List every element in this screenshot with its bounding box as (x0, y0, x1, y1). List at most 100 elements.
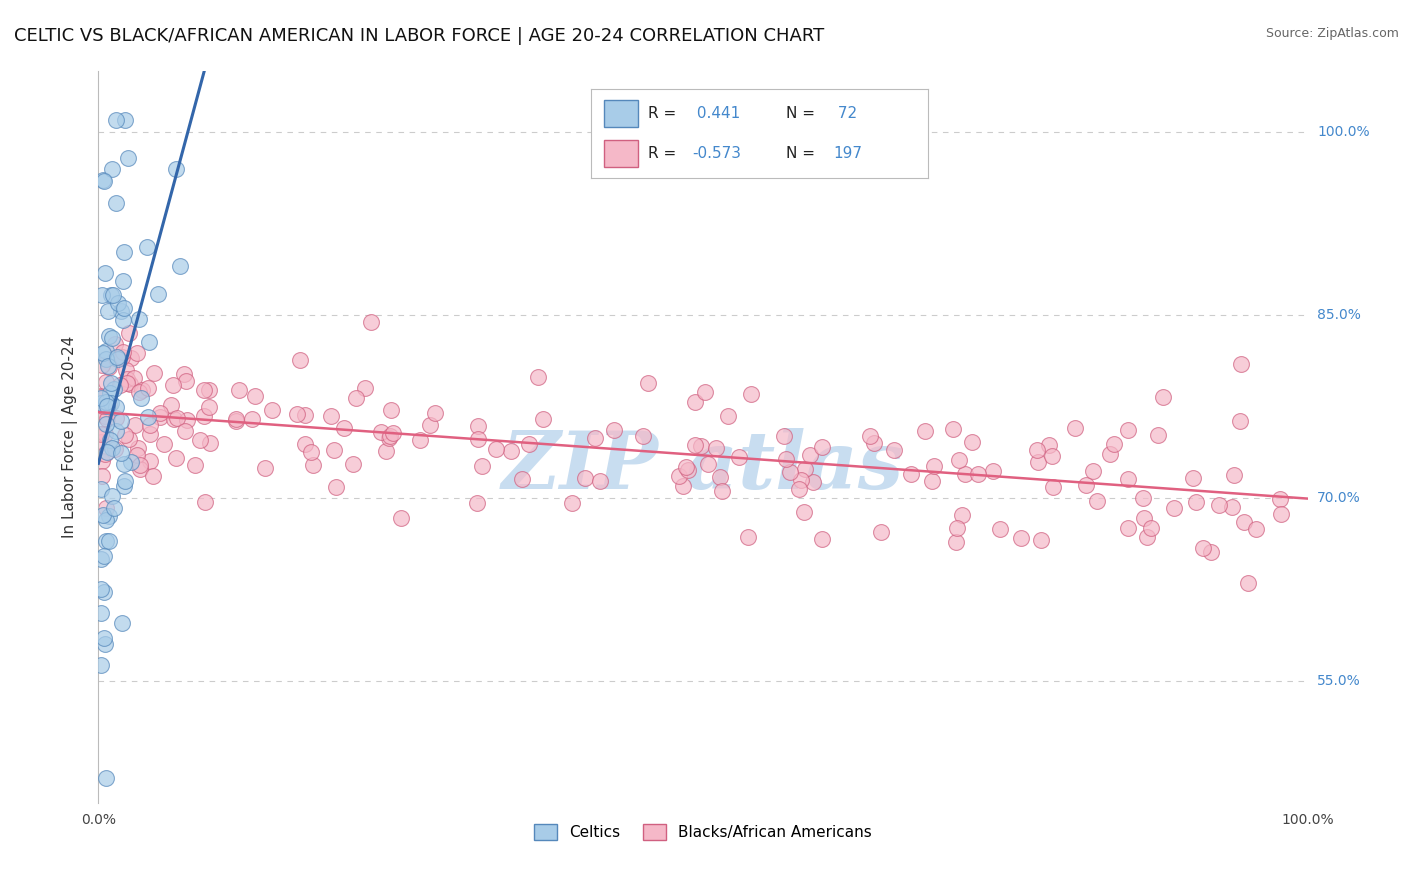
Point (94, 427, 117, 442)
Point (706, 441, 728, 455)
Point (112, 457, 135, 471)
Text: 72: 72 (834, 106, 858, 120)
Point (194, 495, 217, 509)
Point (1136, 530, 1159, 544)
Point (96, 375, 118, 389)
Point (90, 582, 112, 596)
Point (382, 425, 405, 440)
Point (948, 453, 970, 467)
Point (589, 475, 612, 489)
Point (128, 311, 150, 326)
Point (100, 288, 122, 302)
Point (90, 453, 112, 467)
Point (136, 381, 159, 395)
Point (510, 472, 533, 486)
Point (97, 533, 120, 548)
Point (110, 446, 132, 460)
Point (105, 350, 128, 364)
Point (104, 351, 127, 365)
Point (93, 585, 115, 599)
Point (131, 383, 153, 397)
Point (91, 346, 114, 360)
Point (104, 424, 127, 438)
Point (253, 461, 276, 475)
Point (117, 151, 139, 165)
Text: -0.573: -0.573 (692, 146, 741, 161)
Point (104, 410, 127, 425)
Point (142, 468, 165, 483)
Point (93, 631, 115, 645)
Bar (605, 140, 638, 167)
Point (603, 423, 626, 437)
Point (225, 414, 247, 428)
Point (302, 458, 325, 472)
Point (93, 508, 115, 522)
Point (517, 437, 540, 451)
Point (94, 266, 117, 280)
Point (122, 370, 145, 384)
Point (811, 533, 834, 547)
Point (1147, 427, 1170, 442)
Point (111, 350, 134, 364)
Point (173, 425, 195, 439)
Point (1028, 455, 1050, 469)
Point (139, 418, 162, 433)
Point (110, 414, 132, 428)
Point (672, 478, 695, 492)
Point (1268, 492, 1291, 507)
Point (1191, 541, 1213, 555)
Point (93, 173, 115, 187)
Point (378, 431, 401, 445)
Point (96, 772, 118, 786)
Point (1116, 521, 1139, 535)
Point (243, 389, 266, 403)
Point (184, 458, 207, 473)
Point (285, 407, 308, 421)
Text: ZIP atlas: ZIP atlas (502, 427, 904, 505)
Point (953, 467, 976, 482)
Point (111, 274, 134, 288)
Point (93, 446, 115, 460)
Text: 55.0%: 55.0% (1317, 673, 1361, 688)
Point (97, 329, 120, 343)
Point (94, 500, 117, 515)
Point (1116, 423, 1139, 437)
Point (114, 475, 136, 489)
Point (1076, 478, 1098, 492)
Point (467, 419, 489, 434)
Point (1237, 576, 1260, 591)
Point (740, 387, 762, 401)
Point (1270, 508, 1292, 522)
Point (97, 359, 120, 374)
Point (112, 301, 135, 315)
Point (1208, 498, 1230, 512)
Point (262, 403, 284, 417)
Point (90, 359, 112, 373)
Point (900, 467, 922, 481)
Point (98, 386, 121, 401)
Point (561, 495, 583, 509)
Point (1133, 511, 1156, 525)
Point (110, 304, 132, 318)
Point (103, 382, 125, 396)
Point (240, 412, 263, 426)
Point (108, 377, 131, 392)
Point (127, 448, 149, 462)
Point (228, 383, 250, 397)
Point (98, 508, 121, 523)
Point (107, 296, 129, 310)
Point (124, 417, 146, 432)
Point (342, 457, 364, 471)
Point (120, 376, 142, 391)
Point (299, 445, 322, 459)
Point (149, 410, 172, 425)
Point (96, 412, 118, 426)
Point (94, 343, 117, 358)
Point (637, 376, 659, 391)
Point (1185, 495, 1208, 509)
Point (90, 482, 112, 496)
Point (333, 421, 356, 435)
Point (89, 389, 111, 403)
Point (737, 530, 759, 544)
Point (128, 385, 150, 400)
